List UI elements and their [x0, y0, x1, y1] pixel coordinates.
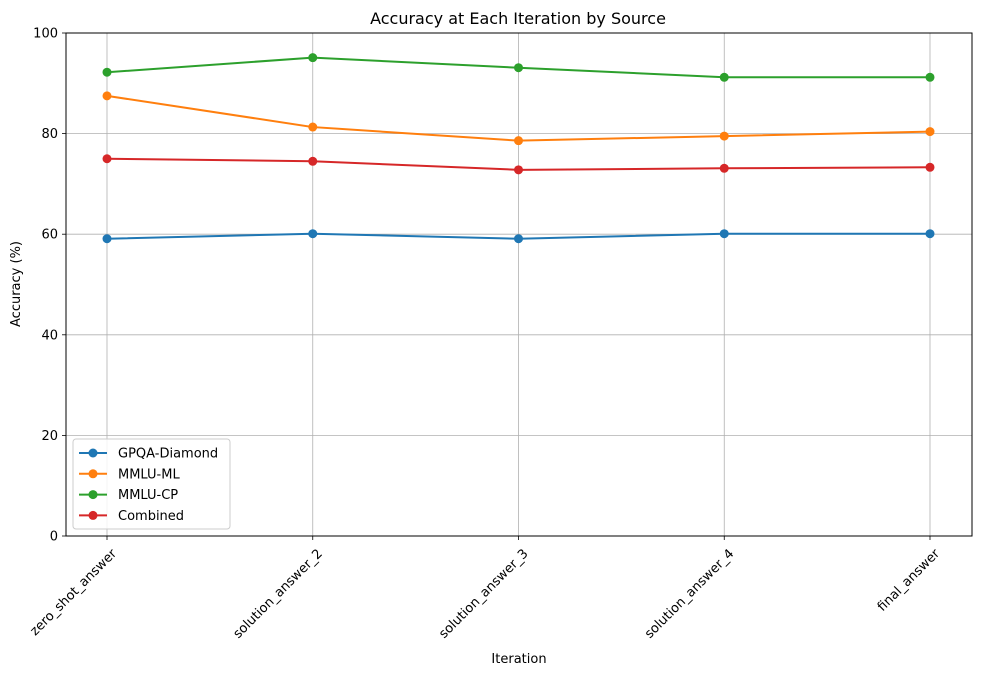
legend-box [72, 438, 231, 530]
y-tick-label: 60 [41, 228, 58, 243]
data-point [719, 229, 729, 239]
legend-marker [88, 469, 98, 479]
x-axis-label: Iteration [491, 652, 546, 667]
data-point [514, 234, 523, 244]
data-point [308, 53, 318, 63]
y-axis-label: Accuracy (%) [9, 241, 24, 327]
grid [66, 32, 972, 537]
data-point [719, 163, 729, 173]
data-point [719, 72, 729, 82]
data-point [308, 156, 318, 166]
legend-item: Combined [79, 509, 184, 524]
data-point [308, 229, 318, 239]
data-point [102, 234, 112, 244]
series-layer [102, 53, 935, 244]
data-point [308, 122, 318, 132]
series-gpqa-diamond [102, 229, 935, 244]
legend-label: MMLU-ML [118, 467, 180, 482]
data-point [102, 154, 112, 164]
legend-item: GPQA-Diamond [79, 447, 218, 462]
chart-title: Accuracy at Each Iteration by Source [370, 9, 666, 28]
legend-marker [88, 490, 98, 500]
legend-label: Combined [118, 509, 184, 524]
legend-label: GPQA-Diamond [118, 447, 218, 462]
legend-label: MMLU-CP [118, 488, 178, 503]
y-tick-label: 80 [41, 127, 58, 142]
legend-marker [88, 510, 98, 520]
data-point [514, 165, 523, 175]
y-tick-label: 0 [50, 530, 58, 545]
data-point [925, 72, 935, 82]
data-point [102, 91, 112, 101]
series-combined [102, 154, 935, 175]
legend-item: MMLU-ML [79, 467, 180, 482]
legend-item: MMLU-CP [79, 488, 178, 503]
y-tick-label: 100 [33, 27, 58, 42]
y-tick-label: 40 [41, 328, 58, 343]
data-point [514, 136, 523, 146]
data-point [925, 229, 935, 239]
legend-marker [88, 448, 98, 458]
y-tick-label: 20 [41, 429, 58, 444]
legend: GPQA-Diamond MMLU-ML MMLU-CP Combined [72, 438, 231, 530]
data-point [925, 127, 935, 137]
data-point [925, 162, 935, 172]
data-point [514, 63, 523, 73]
series-mmlu-cp [102, 53, 935, 82]
data-point [102, 67, 112, 77]
plot-frame [65, 32, 973, 537]
series-mmlu-ml [102, 91, 935, 146]
data-point [719, 131, 729, 141]
